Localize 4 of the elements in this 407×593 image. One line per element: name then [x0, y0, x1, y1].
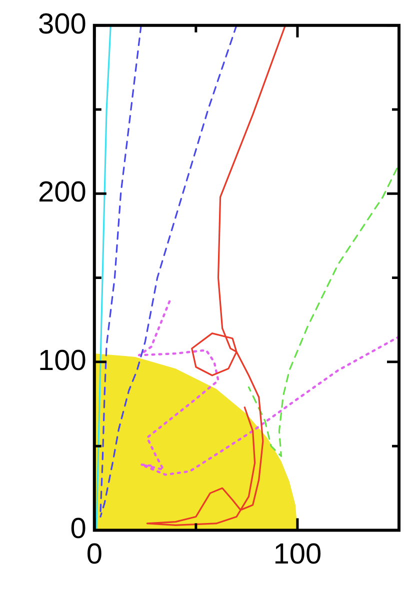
y-tick-label: 300 — [38, 8, 86, 40]
y-tick-label: 100 — [38, 344, 86, 377]
y-tick-label: 0 — [70, 513, 86, 546]
y-tick-label: 200 — [38, 176, 86, 209]
